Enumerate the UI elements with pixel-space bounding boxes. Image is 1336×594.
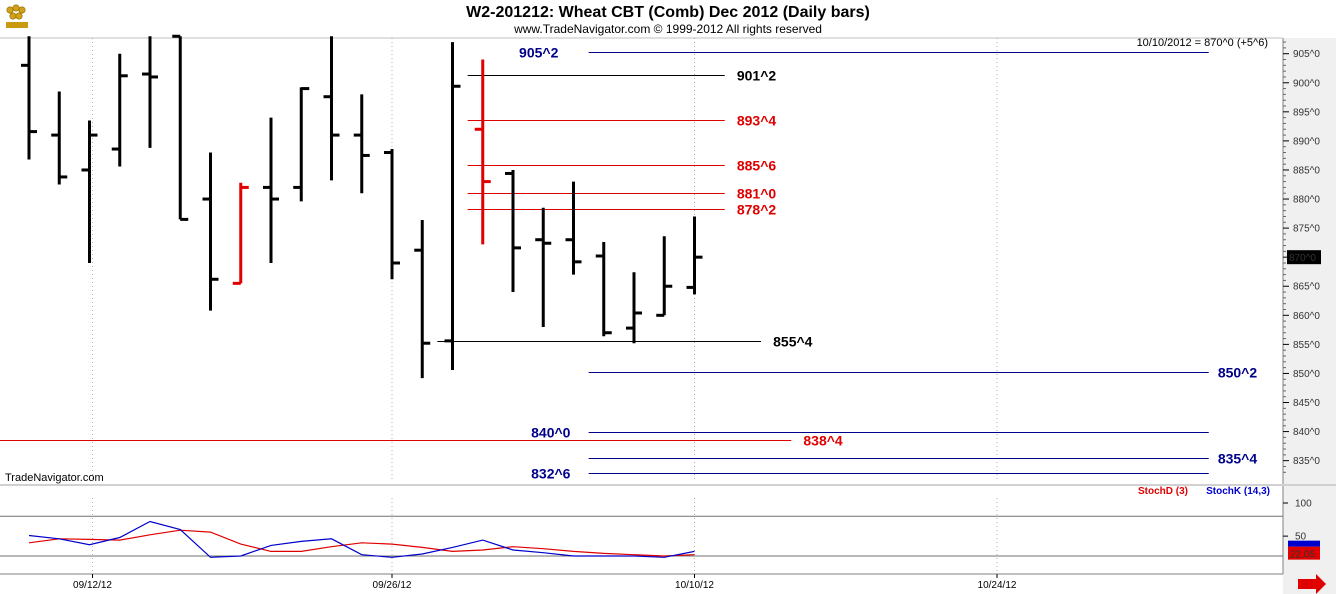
logo-grain: [9, 12, 17, 20]
ohlc-bar: [414, 219, 431, 379]
stoch-y-label: 50: [1295, 532, 1307, 543]
ohlc-bar: [142, 36, 158, 148]
last-price-label: 870^0: [1289, 253, 1316, 264]
last-price-box: [1287, 250, 1321, 265]
level-label: 893^4: [737, 113, 777, 129]
level-label: 901^2: [737, 68, 777, 84]
x-tick-label: 10/10/12: [675, 580, 714, 591]
ohlc-bar-highlight: [232, 182, 249, 285]
level-label: 840^0: [531, 425, 571, 441]
y-tick-label: 845^0: [1293, 398, 1320, 409]
level-label: 850^2: [1218, 365, 1258, 381]
stoch-d-legend: StochD (3): [1138, 486, 1188, 497]
level-label: 838^4: [803, 433, 843, 449]
ohlc-bar: [565, 181, 582, 275]
y-tick-label: 880^0: [1293, 195, 1320, 206]
ohlc-bar: [21, 36, 37, 160]
ohlc-bar: [202, 152, 219, 311]
level-label: 878^2: [737, 202, 777, 218]
ohlc-bar-highlight: [474, 59, 491, 245]
ohlc-bar: [172, 34, 189, 221]
ohlc-bar: [51, 91, 68, 185]
logo-grain: [15, 12, 23, 20]
pane-divider: [0, 484, 1336, 486]
ohlc-bar: [81, 120, 98, 263]
stoch-k-legend: StochK (14,3): [1206, 486, 1270, 497]
logo-grain: [12, 4, 20, 12]
ohlc-bar: [353, 94, 370, 194]
y-tick-label: 895^0: [1293, 107, 1320, 118]
level-label: 881^0: [737, 186, 777, 202]
x-tick-label: 09/26/12: [373, 580, 412, 591]
level-label: 835^4: [1218, 451, 1258, 467]
ohlc-bar: [323, 36, 340, 181]
ohlc-bar: [384, 149, 400, 280]
level-label: 905^2: [519, 45, 559, 61]
y-tick-label: 835^0: [1293, 456, 1320, 467]
ohlc-bar: [444, 42, 461, 370]
x-tick-label: 10/24/12: [978, 580, 1017, 591]
y-tick-label: 860^0: [1293, 311, 1320, 322]
red-right-arrow-icon[interactable]: [1298, 574, 1326, 594]
copyright-text: www.TradeNavigator.com © 1999-2012 All r…: [513, 22, 822, 36]
y-tick-label: 850^0: [1293, 369, 1320, 380]
watermark-text: TradeNavigator.com: [5, 472, 104, 484]
ohlc-bar: [111, 53, 128, 167]
ohlc-bar: [293, 87, 310, 202]
ohlc-bar: [686, 216, 703, 295]
x-tick-label: 09/12/12: [73, 580, 112, 591]
logo-base: [6, 22, 28, 28]
y-tick-label: 840^0: [1293, 427, 1320, 438]
logo-grain: [6, 6, 14, 14]
y-tick-label: 885^0: [1293, 165, 1320, 176]
chart-title: W2-201212: Wheat CBT (Comb) Dec 2012 (Da…: [466, 4, 870, 21]
stoch-d-last-box: [1288, 546, 1320, 560]
ohlc-bar: [656, 236, 673, 317]
stoch-d-line: [28, 529, 695, 557]
level-label: 855^4: [773, 334, 813, 350]
y-tick-label: 855^0: [1293, 340, 1320, 351]
ohlc-bar: [595, 242, 612, 337]
stoch-k-line: [28, 520, 695, 558]
ohlc-bar: [626, 272, 642, 344]
y-tick-label: 890^0: [1293, 136, 1320, 147]
y-tick-label: 900^0: [1293, 78, 1320, 89]
last-value-note: 10/10/2012 = 870^0 (+5^6): [1137, 37, 1268, 49]
level-label: 885^6: [737, 158, 777, 174]
stoch-last-label: 22.05: [1290, 550, 1315, 561]
header-band: [0, 0, 1336, 38]
y-tick-label: 875^0: [1293, 224, 1320, 235]
logo-grain: [18, 6, 26, 14]
ohlc-bar: [535, 207, 552, 327]
y-tick-label: 865^0: [1293, 282, 1320, 293]
ohlc-bar: [505, 169, 521, 293]
level-label: 832^6: [531, 466, 571, 482]
stoch-k-last-marker: [1288, 540, 1320, 547]
y-tick-label: 905^0: [1293, 49, 1320, 60]
price-axis-panel: [1283, 38, 1336, 594]
wheat-logo-icon: [6, 4, 28, 28]
stoch-y-label: 100: [1295, 499, 1312, 510]
ohlc-bar: [263, 117, 279, 263]
